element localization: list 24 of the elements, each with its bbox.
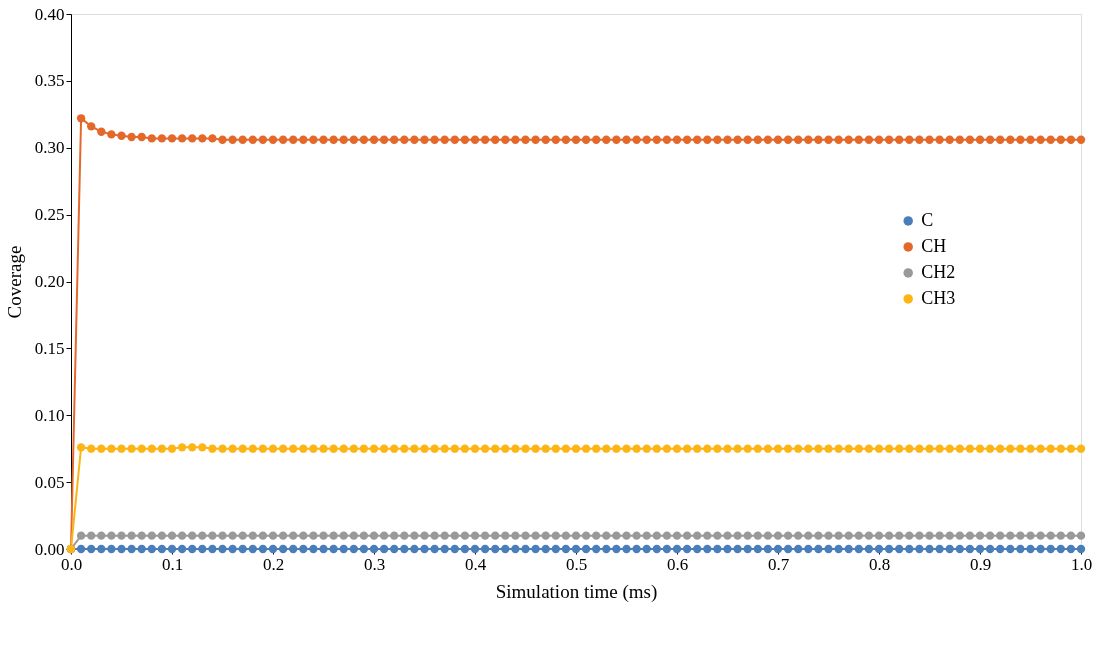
x-tick-label: 0.9 [969, 554, 992, 574]
x-tick-label: 0.3 [363, 554, 386, 574]
x-tick-label: 0.8 [868, 554, 891, 574]
x-tick-label: 0.6 [666, 554, 689, 574]
x-tick-label: 0.1 [161, 554, 184, 574]
legend-label: CH2 [921, 261, 956, 282]
y-tick-label: 0.30 [34, 138, 65, 158]
x-tick-label: 0.5 [565, 554, 588, 574]
y-tick-label: 0.40 [34, 4, 65, 24]
x-axis-title: Simulation time (ms) [495, 580, 658, 603]
y-tick-label: 0.10 [34, 405, 65, 425]
legend-label: C [921, 209, 934, 230]
y-tick-label: 0.35 [34, 71, 65, 91]
y-tick-label: 0.25 [34, 205, 65, 225]
x-tick-label: 0.4 [464, 554, 487, 574]
y-axis-title: Coverage [3, 245, 25, 319]
legend-label: CH [921, 235, 947, 256]
y-tick-label: 0.20 [34, 272, 65, 291]
x-tick-label: 0.2 [262, 554, 285, 574]
legend-label: CH3 [921, 287, 956, 308]
y-tick-label: 0.05 [34, 472, 65, 492]
y-tick-label: 0.15 [34, 338, 65, 358]
x-tick-label: 0.7 [767, 554, 790, 574]
x-tick-label: 1.0 [1070, 554, 1093, 574]
